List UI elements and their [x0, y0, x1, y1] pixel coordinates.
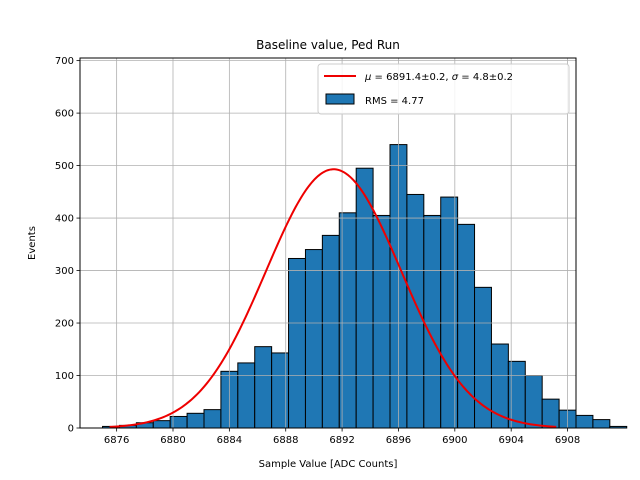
legend-sigma-value: = 4.8±0.2	[458, 72, 513, 83]
legend-sigma-symbol: σ	[452, 72, 459, 83]
histogram-bar	[288, 257, 306, 429]
x-tick-label: 6896	[386, 435, 411, 446]
histogram-bar	[575, 414, 594, 429]
y-tick-label: 0	[68, 424, 74, 435]
histogram-bar	[203, 409, 222, 429]
gaussian-fit-curve	[109, 168, 557, 428]
x-tick-label: 6888	[273, 435, 298, 446]
legend-mu-symbol: μ	[364, 72, 371, 83]
y-tick-label: 500	[55, 161, 74, 172]
legend-fit-label: μ = 6891.4±0.2, σ = 4.8±0.2	[364, 72, 513, 83]
x-tick-label: 6880	[160, 435, 185, 446]
histogram-bar	[372, 214, 391, 429]
plot-frame	[79, 57, 577, 429]
x-tick-label: 6876	[104, 435, 129, 446]
histogram-bar	[355, 167, 374, 429]
y-tick-label: 600	[55, 109, 74, 120]
x-tick-label: 6884	[217, 435, 242, 446]
y-tick-label: 300	[55, 266, 74, 277]
x-tick-label: 6908	[555, 435, 580, 446]
x-tick-label: 6904	[498, 435, 523, 446]
histogram-bar	[254, 346, 273, 429]
histogram-bar	[237, 362, 256, 429]
y-axis-ticks: 0 100 200 300 400 500 600 700	[55, 56, 80, 435]
histogram-bar	[406, 193, 425, 429]
y-tick-label: 700	[55, 56, 74, 67]
histogram-bar	[541, 398, 560, 429]
x-axis-ticks: 6876 6880 6884 6888 6892 6896 6900 6904 6908	[104, 428, 580, 446]
legend-mu-value: = 6891.4±0.2,	[371, 72, 451, 83]
histogram-bar	[186, 412, 205, 429]
y-tick-label: 400	[55, 214, 74, 225]
histogram-bar	[474, 286, 492, 429]
chart-title: Baseline value, Ped Run	[256, 38, 400, 52]
histogram-bar	[609, 425, 628, 429]
legend: μ = 6891.4±0.2, σ = 4.8±0.2 RMS = 4.77	[317, 63, 570, 115]
grid	[80, 58, 576, 429]
x-tick-label: 6900	[442, 435, 467, 446]
y-tick-label: 100	[55, 371, 74, 382]
legend-box	[317, 63, 570, 115]
y-tick-label: 200	[55, 319, 74, 330]
histogram-bar	[304, 249, 323, 429]
x-tick-label: 6892	[329, 435, 354, 446]
legend-histogram-swatch	[325, 93, 355, 105]
y-axis-label: Events	[27, 226, 38, 260]
histogram-bar	[423, 214, 442, 429]
x-axis-label: Sample Value [ADC Counts]	[259, 459, 398, 470]
histogram-bar	[152, 420, 171, 429]
histogram-bar	[321, 234, 340, 429]
legend-histogram-label: RMS = 4.77	[365, 96, 424, 107]
histogram-bar	[592, 419, 611, 429]
histogram-bar	[524, 375, 543, 429]
